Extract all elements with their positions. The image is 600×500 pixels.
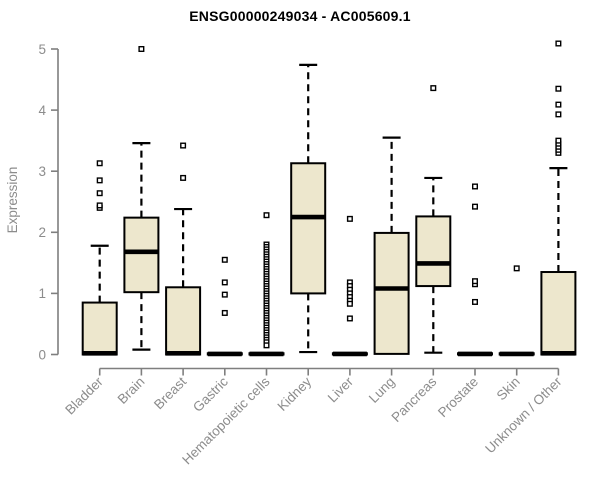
y-tick-label: 0 bbox=[38, 347, 46, 362]
x-tick-label: Brain bbox=[115, 374, 148, 407]
x-tick-label: Unknown / Other bbox=[482, 374, 565, 457]
outlier-point bbox=[472, 183, 479, 190]
outlier-point bbox=[221, 256, 228, 263]
box-brain bbox=[123, 46, 160, 351]
outlier-point bbox=[346, 315, 353, 322]
outlier-point bbox=[472, 298, 479, 305]
box-pancreas bbox=[415, 85, 452, 354]
outlier-point bbox=[138, 46, 145, 53]
y-tick-label: 1 bbox=[38, 286, 46, 301]
outlier-point bbox=[180, 174, 187, 181]
outlier-point bbox=[555, 85, 562, 92]
x-tick-label: Breast bbox=[151, 374, 189, 412]
outlier-point bbox=[180, 142, 187, 149]
outlier-point bbox=[346, 300, 353, 307]
outlier-point bbox=[96, 177, 103, 184]
outlier-point bbox=[96, 202, 103, 209]
outlier-point bbox=[263, 342, 270, 349]
x-tick-label: Kidney bbox=[275, 374, 315, 414]
box-hematopoietic-cells bbox=[248, 212, 285, 357]
outlier-point bbox=[263, 212, 270, 219]
x-tick-label: Liver bbox=[325, 374, 357, 406]
outlier-point bbox=[221, 309, 228, 316]
outlier-point bbox=[472, 278, 479, 285]
outlier-point bbox=[555, 40, 562, 47]
box-prostate bbox=[457, 183, 493, 357]
outlier-point bbox=[555, 101, 562, 108]
box-liver bbox=[331, 215, 368, 357]
x-tick-label: Skin bbox=[494, 374, 523, 403]
outlier-point bbox=[96, 190, 103, 197]
x-tick-label: Bladder bbox=[62, 374, 106, 418]
y-tick-label: 3 bbox=[38, 164, 46, 179]
box-breast bbox=[165, 142, 202, 356]
box-bladder bbox=[81, 160, 118, 356]
box-lung bbox=[373, 136, 410, 355]
outlier-point bbox=[346, 215, 353, 222]
outlier-point bbox=[555, 111, 562, 118]
y-tick-label: 5 bbox=[38, 42, 46, 57]
outlier-point bbox=[96, 160, 103, 167]
y-axis: 0 1 2 3 4 5 bbox=[38, 42, 59, 362]
x-tick-label: Gastric bbox=[190, 374, 231, 415]
outlier-point bbox=[430, 85, 437, 92]
outlier-point bbox=[221, 279, 228, 286]
box-skin bbox=[498, 265, 535, 357]
y-tick-label: 2 bbox=[38, 225, 46, 240]
box-kidney bbox=[290, 63, 327, 354]
chart-title: ENSG00000249034 - AC005609.1 bbox=[189, 8, 411, 24]
box-unknown-other bbox=[540, 40, 577, 356]
box-gastric bbox=[206, 256, 243, 357]
x-tick-label: Lung bbox=[366, 374, 398, 406]
x-tick-label: Pancreas bbox=[388, 374, 439, 425]
outlier-point bbox=[513, 265, 520, 272]
y-tick-label: 4 bbox=[38, 103, 46, 118]
outlier-point bbox=[472, 203, 479, 210]
outlier-point bbox=[555, 137, 562, 144]
outlier-point bbox=[221, 291, 228, 298]
x-tick-label: Prostate bbox=[435, 374, 481, 420]
